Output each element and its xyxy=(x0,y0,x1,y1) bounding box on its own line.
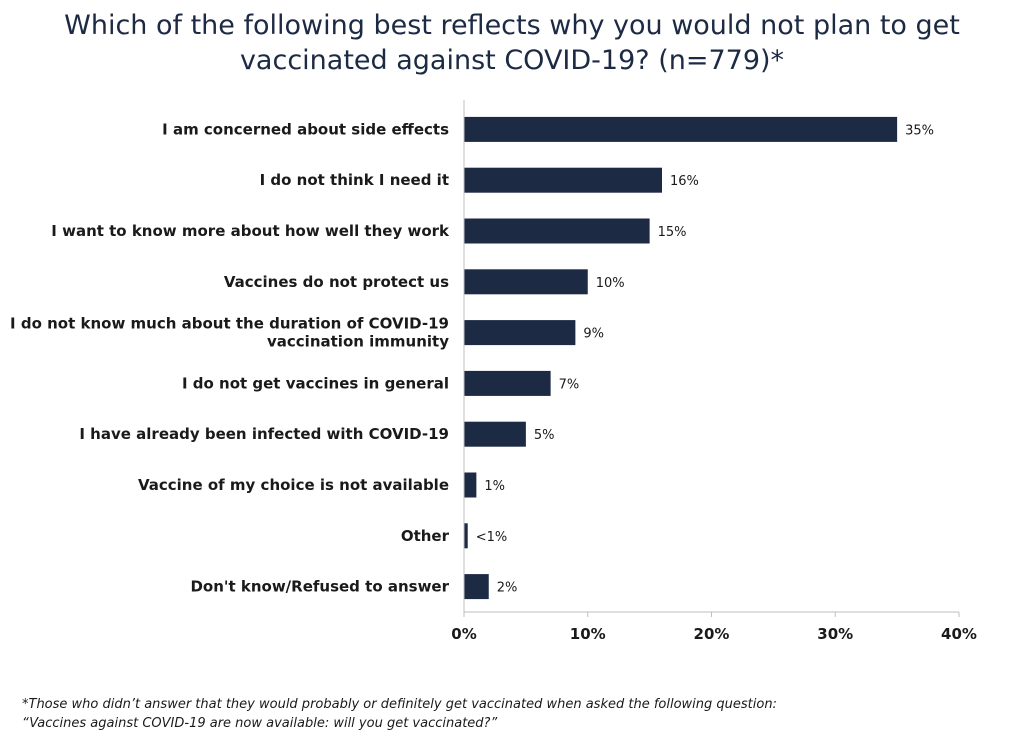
bar xyxy=(464,116,898,142)
bar xyxy=(464,523,468,549)
bar-value-label: <1% xyxy=(476,530,508,545)
x-tick-label: 20% xyxy=(694,625,730,643)
category-label: Other xyxy=(401,527,450,545)
x-tick-label: 0% xyxy=(451,625,476,643)
category-label: Vaccine of my choice is not available xyxy=(138,476,449,494)
x-tick-label: 40% xyxy=(941,625,977,643)
footnote: *Those who didn’t answer that they would… xyxy=(22,695,777,733)
category-label: I do not get vaccines in general xyxy=(182,374,449,392)
category-label: I do not know much about the duration of… xyxy=(10,315,449,333)
bar xyxy=(464,269,588,295)
bar-value-label: 15% xyxy=(658,225,687,240)
bar xyxy=(464,421,526,447)
bar xyxy=(464,472,477,498)
bar xyxy=(464,370,551,396)
chart-title: Which of the following best reflects why… xyxy=(0,8,1024,78)
bar-value-label: 16% xyxy=(670,174,699,189)
category-label: Vaccines do not protect us xyxy=(224,273,449,291)
chart-title-line-1: Which of the following best reflects why… xyxy=(64,10,960,41)
bar xyxy=(464,320,576,346)
bar-value-label: 2% xyxy=(497,581,518,596)
bar-value-label: 35% xyxy=(905,123,934,138)
footnote-line-1: *Those who didn’t answer that they would… xyxy=(22,697,777,712)
bar-chart: 35% I am concerned about side effects 16% I… xyxy=(10,100,977,643)
category-label: vaccination immunity xyxy=(267,333,449,351)
bar xyxy=(464,218,650,244)
category-label: I have already been infected with COVID-… xyxy=(79,425,449,443)
footnote-line-2: “Vaccines against COVID-19 are now avail… xyxy=(22,716,498,731)
bar-value-label: 5% xyxy=(534,428,555,443)
category-label: I do not think I need it xyxy=(260,171,449,189)
category-label: I am concerned about side effects xyxy=(162,120,449,138)
category-label: I want to know more about how well they … xyxy=(51,222,450,240)
bar-value-label: 9% xyxy=(583,327,604,342)
bar xyxy=(464,574,489,600)
bar-value-label: 1% xyxy=(484,479,505,494)
chart-title-line-2: vaccinated against COVID-19? (n=779)* xyxy=(239,45,785,76)
category-label: Don't know/Refused to answer xyxy=(190,578,449,596)
bar-value-label: 10% xyxy=(596,276,625,291)
x-tick-label: 30% xyxy=(817,625,853,643)
x-tick-label: 10% xyxy=(570,625,606,643)
bar xyxy=(464,167,662,193)
bar-value-label: 7% xyxy=(559,377,580,392)
